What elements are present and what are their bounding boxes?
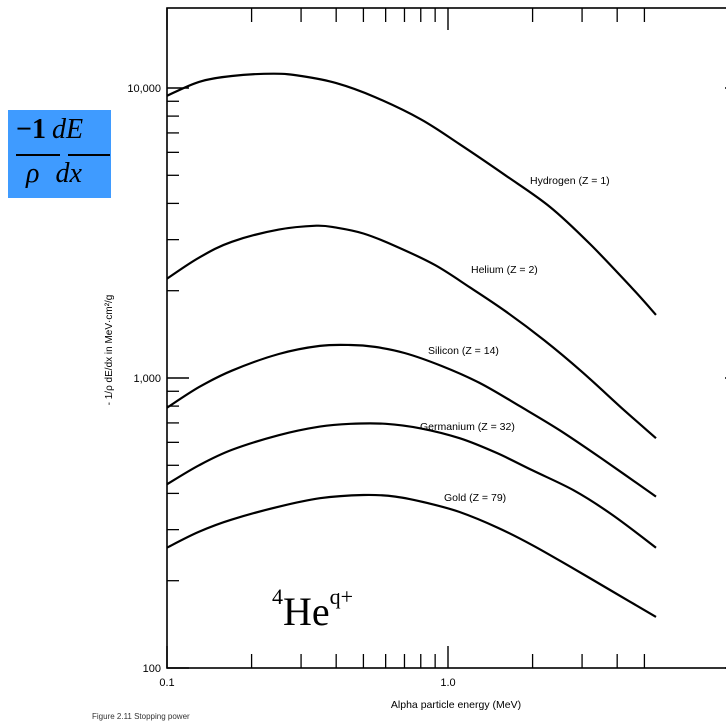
plot-frame [167,8,726,668]
formula-minus-one: −1 [16,114,46,145]
ion-symbol: He [283,589,330,634]
series-label-hydrogen: Hydrogen (Z = 1) [530,175,610,187]
series-curve-helium [167,226,656,439]
series-curve-hydrogen [167,74,656,315]
ion-charge: q+ [330,584,353,609]
formula-numerator: −1 dE [16,114,83,146]
ion-label: 4Heq+ [272,588,353,635]
series-curve-silicon [167,345,656,497]
series-label-helium: Helium (Z = 2) [471,264,538,276]
series-label-silicon: Silicon (Z = 14) [428,345,499,357]
formula-fraction-bar-1 [16,154,60,156]
series-label-germanium: Germanium (Z = 32) [420,421,515,433]
x-tick-label: 1.0 [440,677,455,689]
y-tick-label: 1,000 [133,373,161,385]
stopping-power-formula-box: −1 dE ρ dx [8,110,111,198]
series-curve-germanium [167,423,656,547]
ion-mass-number: 4 [272,584,283,609]
series-curve-gold [167,495,656,617]
x-axis-label: Alpha particle energy (MeV) [391,699,521,711]
formula-dE: dE [52,114,83,145]
x-tick-label: 0.1 [159,677,174,689]
y-axis-label: - 1/ρ dE/dx in MeV·cm²/g [104,295,115,406]
formula-dx: dx [55,158,81,189]
formula-rho: ρ [26,158,39,189]
y-tick-label: 10,000 [127,83,161,95]
y-tick-label: 100 [143,663,161,675]
series-label-gold: Gold (Z = 79) [444,492,506,504]
formula-denominator: ρ dx [26,158,82,190]
formula-fraction-bar-2 [68,154,110,156]
